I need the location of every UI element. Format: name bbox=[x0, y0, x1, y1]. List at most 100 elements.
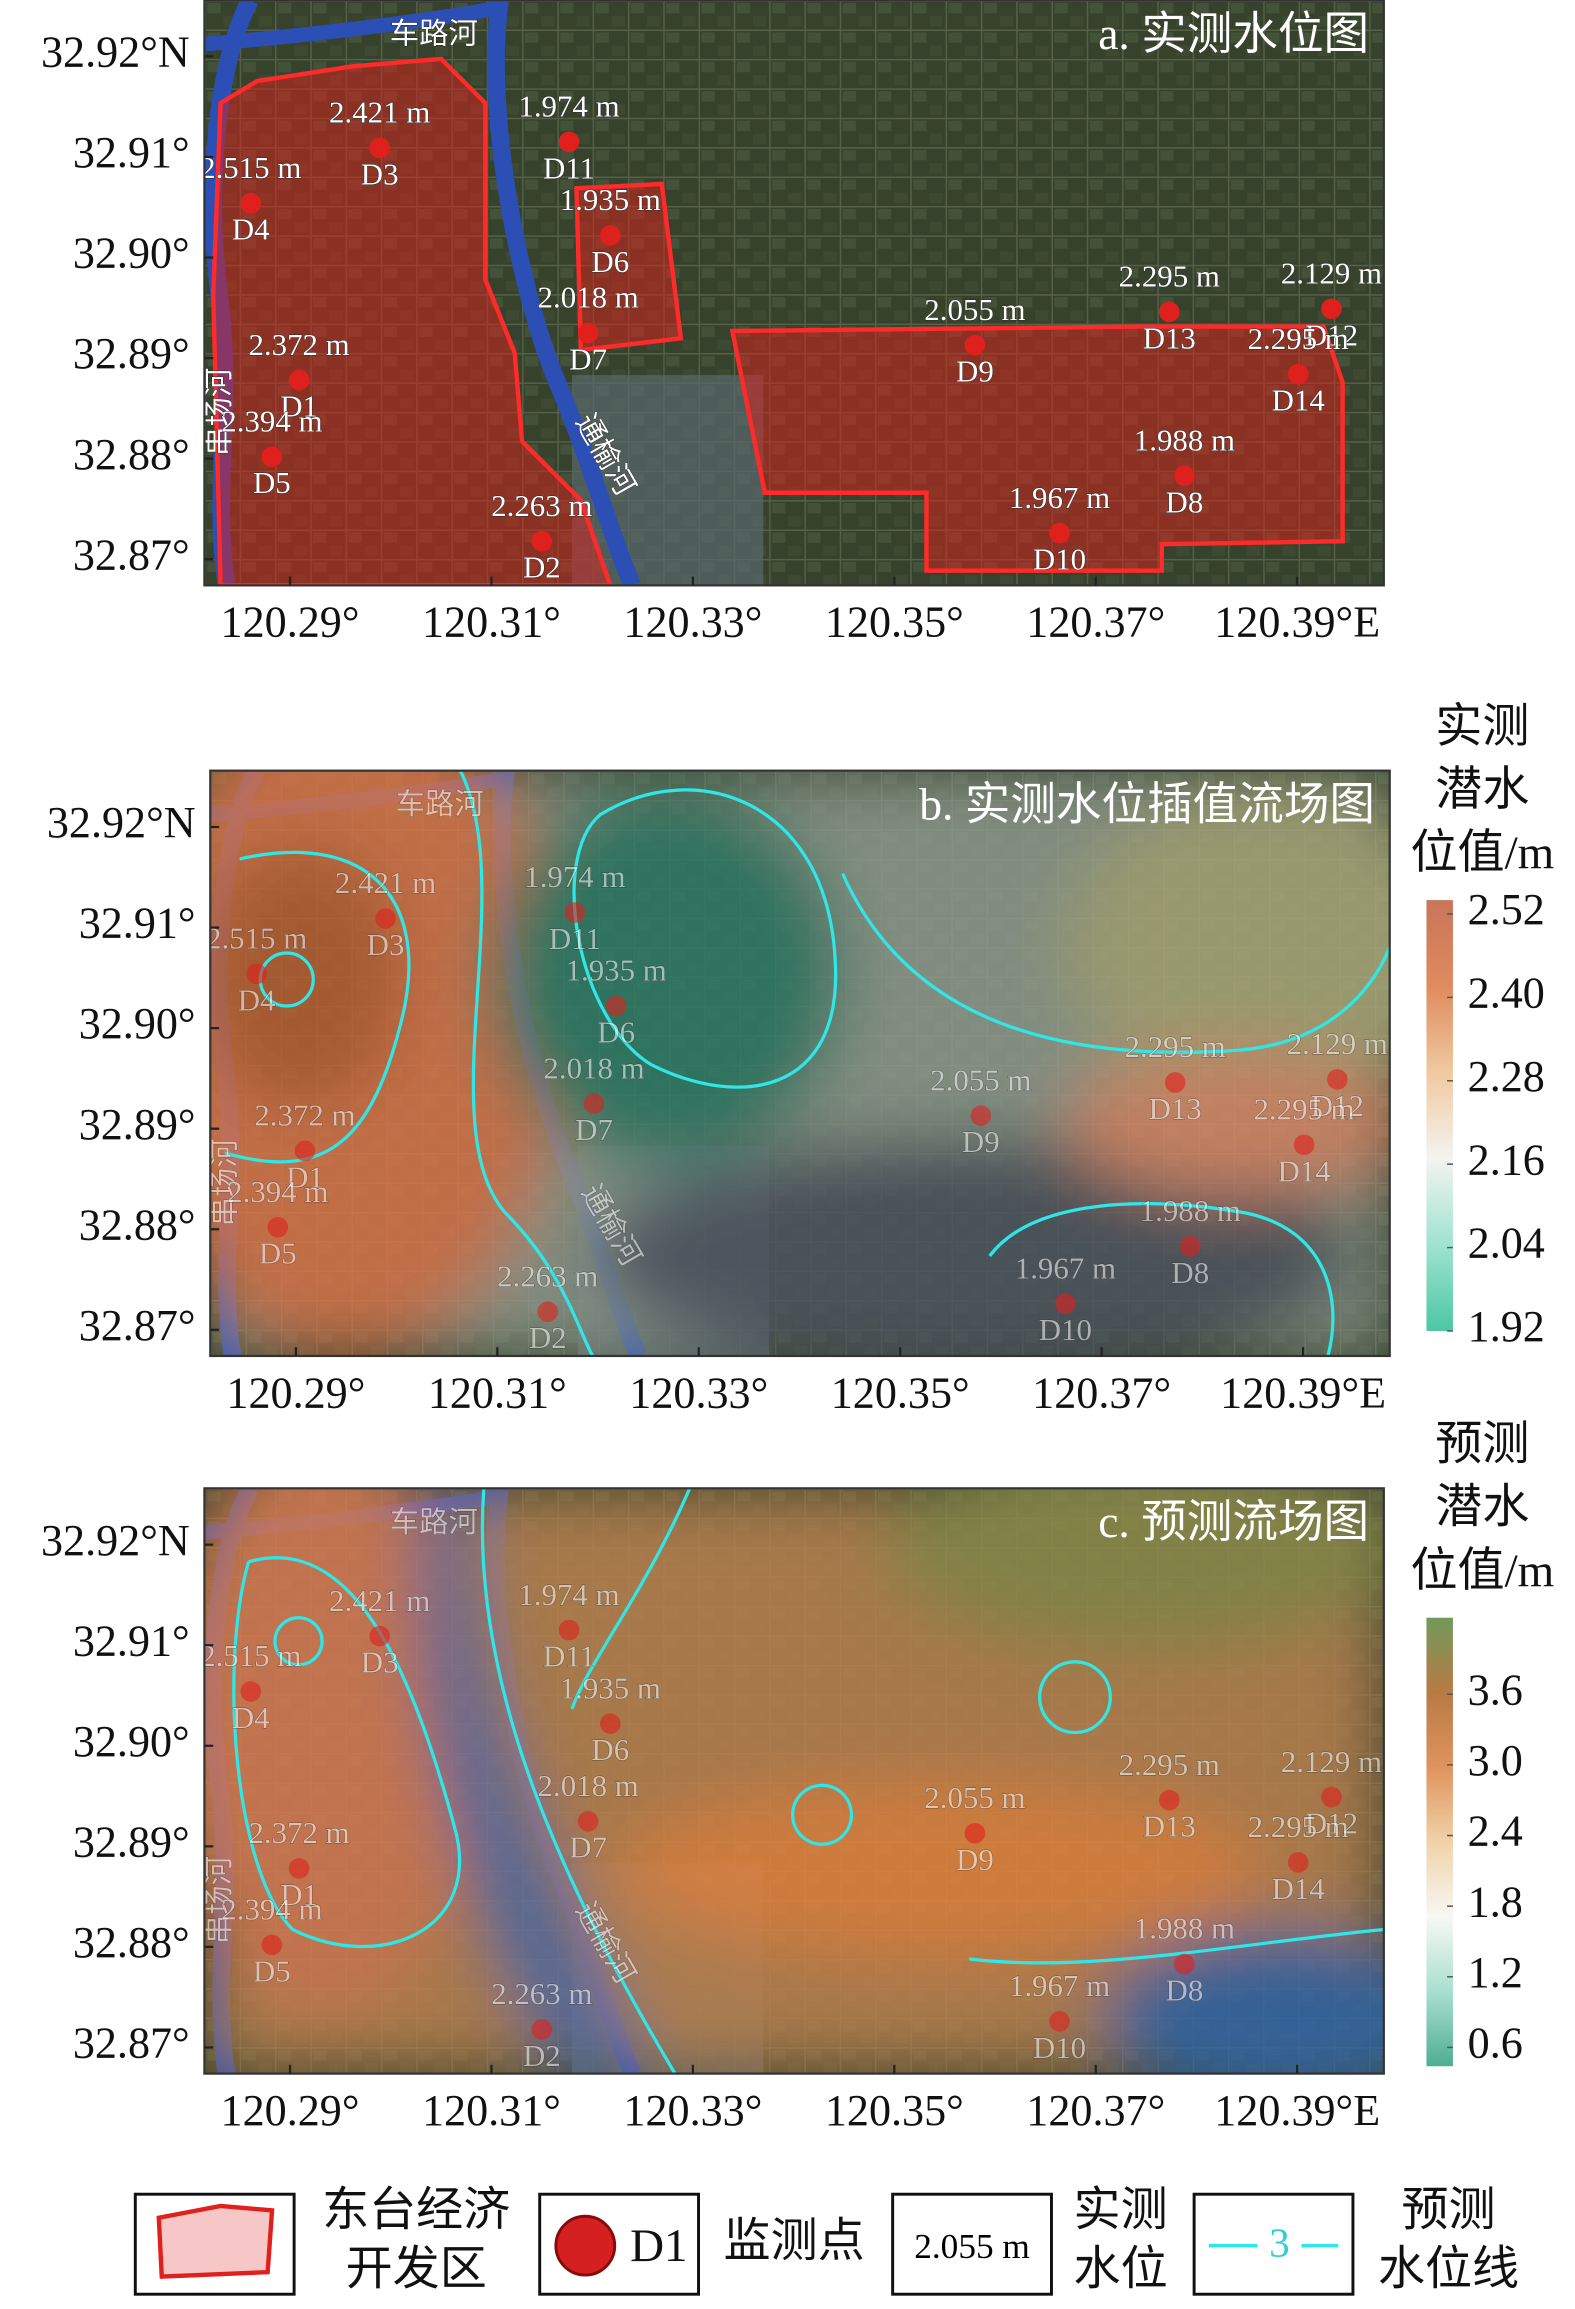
colorbar bbox=[1426, 1617, 1453, 2067]
point-value-label: 2.372 m bbox=[248, 1815, 349, 1850]
legend-label: 预测 bbox=[1401, 2185, 1495, 2237]
point-value-label: 1.974 m bbox=[518, 89, 619, 124]
monitor-point bbox=[240, 192, 262, 214]
contour bbox=[841, 872, 1390, 1054]
point-name: D4 bbox=[238, 982, 276, 1017]
field-mid bbox=[1063, 1050, 1390, 1198]
panel-frame bbox=[209, 769, 1391, 1358]
monitor-point bbox=[537, 1301, 558, 1323]
panel-title: b. 实测水位插值流场图 bbox=[919, 778, 1375, 829]
y-tick-label: 32.92°N bbox=[47, 798, 196, 847]
monitor-point bbox=[240, 1681, 262, 1702]
point-value-label: 2.372 m bbox=[248, 327, 349, 362]
contour bbox=[988, 1202, 1335, 1356]
monitor-point bbox=[1327, 1069, 1348, 1090]
y-tick-label: 32.90° bbox=[79, 999, 196, 1048]
field-low bbox=[592, 1138, 1358, 1356]
point-name: D5 bbox=[259, 1236, 297, 1271]
legend-label: 实测 bbox=[1074, 2185, 1168, 2237]
flow-field bbox=[210, 770, 1390, 1356]
x-tick-label: 120.33° bbox=[623, 598, 762, 647]
colorbar-title: 预测 bbox=[1435, 1418, 1529, 1470]
contour bbox=[968, 1927, 1384, 1965]
point-value-label: 2.129 m bbox=[1281, 256, 1382, 291]
point-value-label: 2.055 m bbox=[924, 1780, 1025, 1815]
point-name: D10 bbox=[1033, 542, 1086, 577]
legend-symbol: 3 bbox=[1269, 2220, 1290, 2266]
monitor-point bbox=[1158, 301, 1180, 323]
legend-label: 监测点 bbox=[724, 2215, 865, 2267]
monitor-point bbox=[1055, 1293, 1076, 1314]
point-name: D14 bbox=[1272, 1871, 1325, 1906]
monitor-point bbox=[261, 446, 283, 467]
x-tick-label: 120.35° bbox=[831, 1368, 970, 1417]
y-tick-label: 32.89° bbox=[73, 1817, 190, 1866]
y-tick-label: 32.89° bbox=[79, 1100, 196, 1149]
point-value-label: 2.055 m bbox=[930, 1062, 1031, 1097]
monitor-point bbox=[1179, 1236, 1201, 1257]
colorbar-tick-label: 0.6 bbox=[1468, 2019, 1523, 2068]
x-tick-label: 120.39°E bbox=[1214, 598, 1380, 647]
y-tick-label: 32.90° bbox=[73, 229, 190, 278]
point-name: D4 bbox=[232, 1700, 270, 1735]
point-value-label: 2.515 m bbox=[200, 1638, 301, 1673]
colorbar-tick-label: 1.8 bbox=[1468, 1877, 1523, 1926]
point-value-label: 2.018 m bbox=[543, 1050, 644, 1085]
river-label: 车路河 bbox=[390, 18, 478, 51]
point-name: D11 bbox=[543, 150, 595, 185]
monitor-point bbox=[970, 1105, 992, 1126]
point-value-label: 1.967 m bbox=[1009, 1968, 1110, 2003]
point-name: D11 bbox=[543, 1639, 595, 1674]
field-low bbox=[421, 1488, 646, 2074]
x-tick-label: 120.33° bbox=[629, 1368, 768, 1417]
river-label: 串场河 bbox=[204, 368, 236, 456]
contour bbox=[570, 1488, 692, 1710]
point-name: D13 bbox=[1149, 1091, 1202, 1126]
colorbar bbox=[1426, 900, 1453, 1331]
point-name: D11 bbox=[549, 921, 601, 956]
legend-zone bbox=[156, 2203, 275, 2279]
field-mid bbox=[1063, 785, 1390, 1109]
y-tick-label: 32.87° bbox=[73, 530, 190, 579]
point-name: D1 bbox=[286, 1159, 324, 1194]
y-tick-label: 32.89° bbox=[73, 329, 190, 378]
point-name: D12 bbox=[1305, 1806, 1358, 1841]
monitor-point bbox=[369, 137, 390, 159]
legend-label: 水位线 bbox=[1378, 2243, 1519, 2295]
monitor-point bbox=[531, 530, 553, 552]
point-name: D1 bbox=[280, 1877, 318, 1912]
point-value-label: 2.295 m bbox=[1125, 1029, 1226, 1064]
point-value-label: 2.263 m bbox=[497, 1258, 598, 1293]
legend-box bbox=[891, 2192, 1053, 2296]
monitor-point bbox=[288, 369, 310, 391]
point-value-label: 1.974 m bbox=[518, 1577, 619, 1612]
monitor-point bbox=[1321, 1786, 1342, 1808]
field-low bbox=[489, 785, 843, 1168]
monitor-point bbox=[531, 2019, 553, 2040]
point-name: D8 bbox=[1166, 484, 1204, 519]
point-name: D5 bbox=[253, 1953, 291, 1988]
field-high bbox=[204, 1488, 484, 2018]
point-value-label: 2.295 m bbox=[1248, 1809, 1349, 1844]
y-tick-label: 32.88° bbox=[79, 1200, 196, 1249]
point-value-label: 2.263 m bbox=[491, 1976, 592, 2011]
contour bbox=[273, 1616, 324, 1667]
point-value-label: 1.974 m bbox=[524, 859, 625, 894]
field-low bbox=[1101, 1929, 1384, 2074]
monitor-point bbox=[1293, 1134, 1315, 1156]
y-tick-label: 32.92°N bbox=[41, 28, 190, 77]
panel-frame bbox=[203, 0, 1385, 587]
point-value-label: 2.394 m bbox=[227, 1174, 328, 1209]
legend-label: 开发区 bbox=[346, 2243, 487, 2295]
point-value-label: 2.515 m bbox=[200, 150, 301, 185]
point-name: D12 bbox=[1305, 317, 1358, 352]
y-tick-label: 32.92°N bbox=[41, 1516, 190, 1565]
colorbar-title: 潜水 bbox=[1435, 764, 1529, 816]
point-value-label: 1.988 m bbox=[1134, 423, 1235, 458]
point-name: D14 bbox=[1272, 383, 1325, 418]
colorbar-tick-label: 1.2 bbox=[1468, 1948, 1523, 1997]
x-tick-label: 120.35° bbox=[825, 2086, 964, 2135]
colorbar-tick-label: 2.52 bbox=[1468, 885, 1545, 934]
